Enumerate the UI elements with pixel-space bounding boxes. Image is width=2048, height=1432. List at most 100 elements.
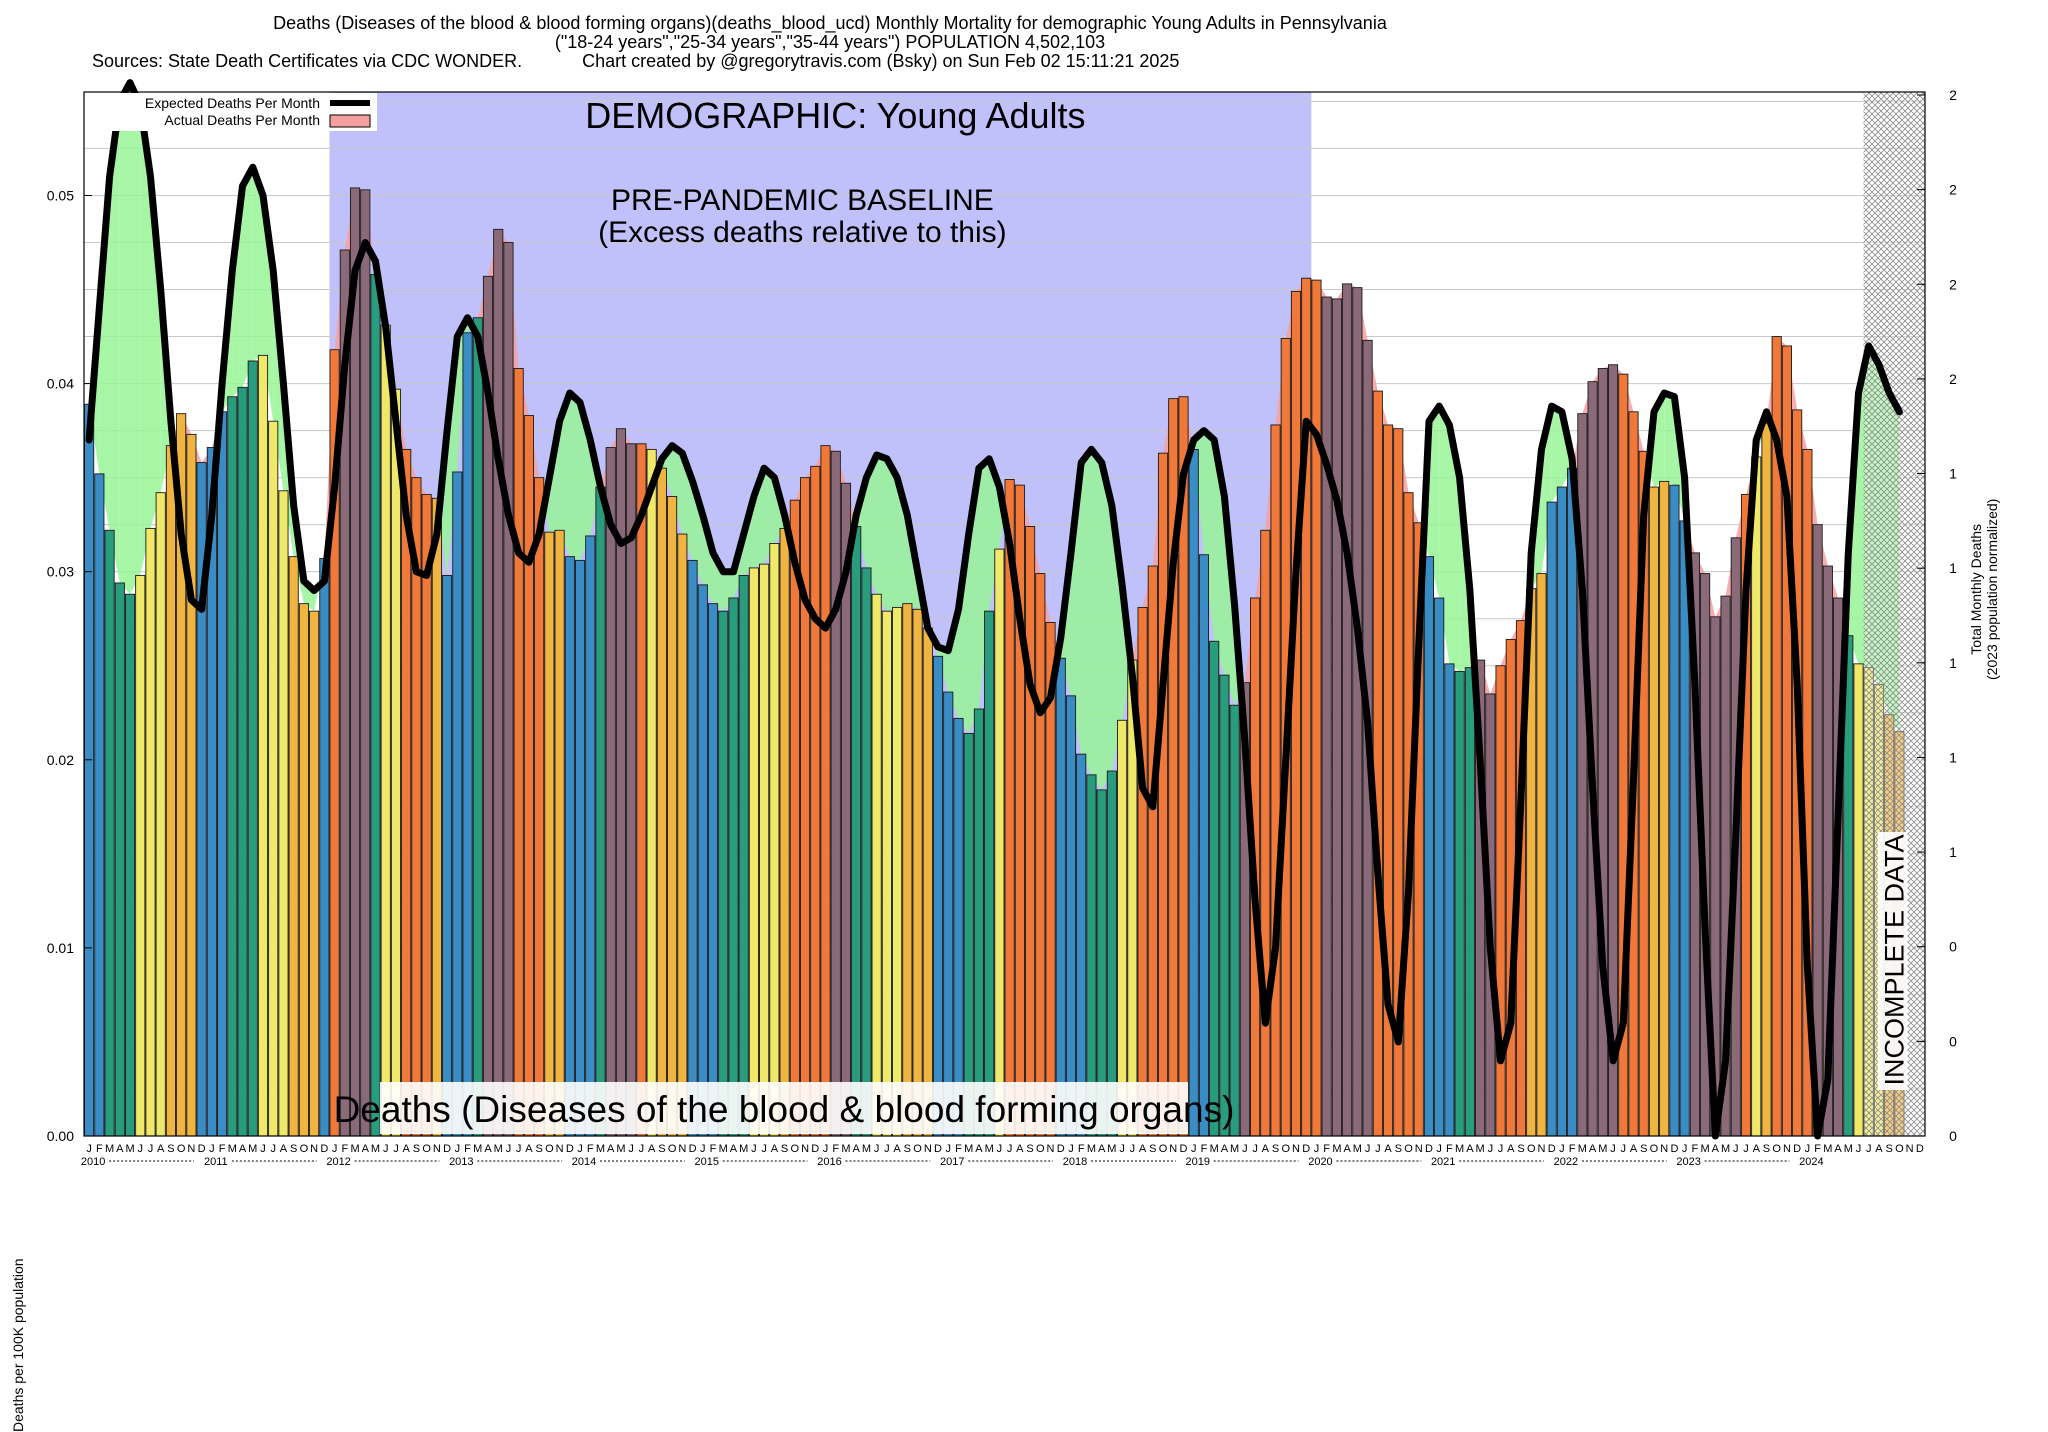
year-tick-label: 2010 — [81, 1156, 105, 1168]
bar-month — [851, 526, 862, 1137]
bar-month — [360, 189, 371, 1137]
bar-month — [1137, 606, 1148, 1137]
month-tick-label: J — [628, 1143, 634, 1155]
month-tick-label: S — [1272, 1143, 1279, 1155]
bar-month — [155, 492, 166, 1137]
month-tick-label: J — [1365, 1143, 1371, 1155]
bar-month — [1229, 704, 1240, 1137]
month-tick-label: J — [138, 1143, 144, 1155]
deficit-fill — [1101, 462, 1112, 790]
month-tick-label: A — [1875, 1143, 1883, 1155]
year-tick-label: 2014 — [572, 1156, 596, 1168]
bar-month — [1342, 283, 1353, 1137]
bar-month — [1076, 753, 1087, 1137]
bar-month — [953, 717, 964, 1137]
month-tick-label: M — [1107, 1143, 1116, 1155]
deficit-fill — [876, 455, 887, 612]
month-tick-label: J — [1191, 1143, 1197, 1155]
y-tick-label: 0.02 — [47, 752, 74, 768]
month-tick-label: M — [719, 1143, 728, 1155]
bar-month — [963, 732, 974, 1137]
month-tick-label: J — [1743, 1143, 1749, 1155]
bar-month — [135, 574, 146, 1137]
bar-month — [994, 548, 1005, 1137]
bar-month — [503, 242, 514, 1137]
bar-month — [1301, 277, 1312, 1137]
bar-month — [779, 527, 790, 1137]
bar-month — [1444, 663, 1455, 1137]
month-tick-label: J — [945, 1143, 951, 1155]
bar-month — [1464, 667, 1475, 1137]
month-tick-label: N — [678, 1143, 686, 1155]
y2-tick-label: 0 — [1949, 1128, 1957, 1144]
bar-month — [1055, 657, 1066, 1137]
month-tick-label: A — [362, 1143, 370, 1155]
y-tick-label: 0.00 — [47, 1128, 74, 1144]
month-tick-label: S — [658, 1143, 665, 1155]
bar-month — [943, 691, 954, 1137]
bar-month — [1669, 484, 1680, 1137]
month-tick-label: A — [607, 1143, 615, 1155]
month-tick-label: O — [422, 1143, 431, 1155]
month-tick-label: F — [832, 1143, 839, 1155]
bar-month — [1352, 287, 1363, 1137]
chart-title-line-3: Sources: State Death Certificates via CD… — [92, 51, 1180, 71]
month-tick-label: A — [1507, 1143, 1515, 1155]
month-tick-label: M — [862, 1143, 871, 1155]
baseline-annotation-line-1: PRE-PANDEMIC BASELINE — [611, 184, 994, 217]
bar-month — [523, 415, 534, 1137]
y2-tick-label: 1 — [1949, 749, 1957, 765]
month-tick-label: M — [964, 1143, 973, 1155]
bar-month — [534, 477, 545, 1137]
year-tick-label: 2023 — [1676, 1156, 1700, 1168]
month-tick-label: M — [125, 1143, 134, 1155]
month-tick-label: S — [290, 1143, 297, 1155]
month-tick-label: O — [1772, 1143, 1781, 1155]
month-tick-label: J — [393, 1143, 399, 1155]
legend-swatch-actual — [329, 114, 371, 128]
deficit-fill — [447, 336, 458, 576]
deficit-fill — [130, 82, 141, 595]
month-tick-label: J — [1252, 1143, 1258, 1155]
month-tick-label: J — [1375, 1143, 1381, 1155]
legend-box — [85, 93, 377, 131]
bar-month — [237, 386, 248, 1137]
deficit-fill — [978, 458, 990, 709]
month-tick-label: S — [1395, 1143, 1402, 1155]
month-tick-label: O — [1650, 1143, 1659, 1155]
bar-month — [145, 527, 156, 1137]
month-tick-label: M — [596, 1143, 605, 1155]
month-tick-label: O — [668, 1143, 677, 1155]
month-tick-label: A — [1589, 1143, 1597, 1155]
bar-month — [667, 495, 678, 1137]
month-tick-label: M — [1578, 1143, 1587, 1155]
bar-month — [646, 448, 657, 1137]
month-tick-label: O — [1159, 1143, 1168, 1155]
month-tick-label: M — [1353, 1143, 1362, 1155]
year-tick-label: 2019 — [1185, 1156, 1209, 1168]
deficit-fill — [1203, 430, 1215, 642]
month-tick-label: N — [1660, 1143, 1668, 1155]
month-tick-label: N — [801, 1143, 809, 1155]
bar-month — [861, 567, 872, 1137]
month-tick-label: A — [1098, 1143, 1106, 1155]
bar-month — [319, 558, 330, 1137]
y2-tick-label: 2 — [1949, 371, 1957, 387]
bar-month — [1556, 486, 1567, 1137]
month-tick-label: J — [516, 1143, 522, 1155]
month-tick-label: J — [1866, 1143, 1872, 1155]
y-tick-label: 0.01 — [47, 940, 74, 956]
bar-month — [759, 563, 770, 1137]
bar-month — [1025, 526, 1036, 1137]
month-tick-label: M — [371, 1143, 380, 1155]
month-tick-label: S — [1640, 1143, 1647, 1155]
month-tick-label: A — [853, 1143, 861, 1155]
month-tick-label: O — [545, 1143, 554, 1155]
deficit-fill — [1664, 392, 1675, 486]
deficit-fill — [109, 101, 120, 583]
month-tick-label: M — [105, 1143, 114, 1155]
month-tick-label: A — [1343, 1143, 1351, 1155]
month-tick-label: M — [248, 1143, 257, 1155]
month-tick-label: J — [209, 1143, 215, 1155]
month-tick-label: N — [310, 1143, 318, 1155]
